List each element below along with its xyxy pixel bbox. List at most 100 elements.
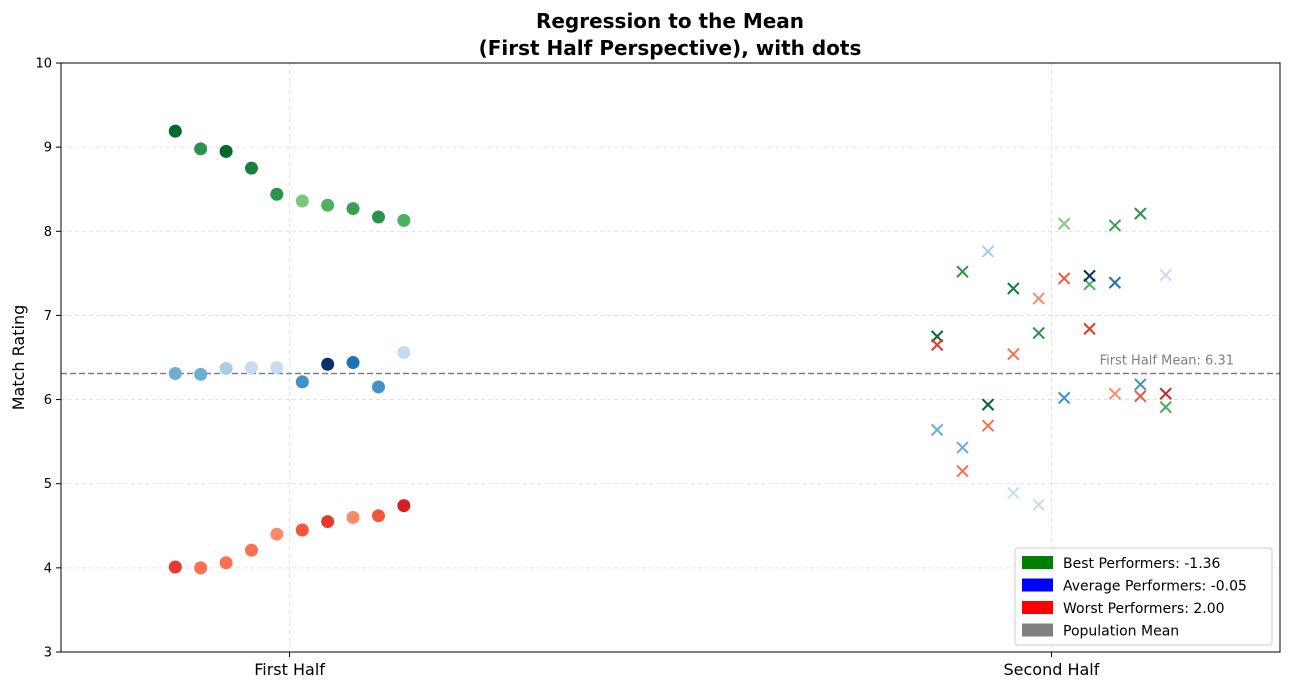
y-tick-label: 5	[44, 477, 52, 492]
legend-label: Population Mean	[1063, 624, 1179, 640]
best-first-half-dot	[346, 202, 360, 216]
best-first-half-dot	[168, 124, 182, 138]
average-second-half-x	[1159, 268, 1172, 282]
average-second-half-x	[1032, 498, 1045, 511]
x-marker-stroke	[1032, 498, 1045, 511]
worst-first-half-dot	[244, 543, 258, 557]
x-marker-stroke	[1032, 326, 1045, 340]
average-first-half-dot	[321, 357, 335, 371]
legend-label: Best Performers: -1.36	[1063, 556, 1221, 572]
y-tick-label: 3	[44, 646, 52, 661]
worst-first-half-dot	[194, 561, 208, 575]
x-marker-stroke	[1159, 400, 1172, 414]
worst-second-half-x	[1108, 387, 1122, 400]
average-second-half-x	[1083, 269, 1096, 283]
average-first-half-dot	[270, 361, 284, 375]
x-marker-stroke	[1134, 207, 1147, 220]
best-second-half-x	[1032, 326, 1045, 340]
best-second-half-x	[1159, 400, 1172, 414]
best-second-half-x	[1057, 217, 1071, 230]
best-first-half-dot	[371, 210, 385, 224]
average-first-half-dot	[295, 375, 309, 389]
legend-swatch	[1022, 601, 1053, 614]
x-marker-stroke	[1159, 268, 1172, 282]
worst-second-half-x	[956, 464, 969, 478]
best-second-half-x	[956, 265, 969, 278]
x-marker-stroke	[1108, 219, 1122, 232]
x-marker-stroke	[956, 441, 969, 454]
average-first-half-dot	[371, 380, 385, 394]
data-points	[168, 124, 1172, 575]
worst-first-half-dot	[168, 560, 182, 574]
worst-first-half-dot	[346, 510, 360, 524]
average-second-half-x	[930, 423, 944, 437]
legend-swatch	[1022, 623, 1053, 637]
average-second-half-x	[1057, 391, 1071, 405]
y-tick-label: 10	[35, 57, 52, 72]
x-tick-label: Second Half	[1003, 660, 1099, 679]
worst-first-half-dot	[270, 527, 284, 541]
x-axis-ticks: First Half Second Half	[254, 652, 1100, 679]
y-tick-label: 8	[44, 225, 52, 240]
best-first-half-dot	[244, 161, 258, 175]
x-marker-stroke	[1057, 272, 1071, 285]
worst-second-half-x	[1083, 322, 1096, 336]
x-marker-stroke	[956, 265, 969, 278]
average-first-half-dot	[194, 367, 208, 381]
average-first-half-dot	[397, 345, 411, 359]
x-marker-stroke	[1159, 387, 1172, 400]
worst-second-half-x	[1134, 389, 1147, 403]
best-second-half-x	[1007, 282, 1020, 295]
worst-second-half-x	[1007, 347, 1020, 361]
average-second-half-x	[1108, 276, 1122, 289]
chart-title-line-2: (First Half Perspective), with dots	[479, 36, 862, 60]
average-second-half-x	[1007, 486, 1020, 500]
y-axis-ticks: 3 4 5 6 7 8 9 10	[35, 57, 61, 661]
mean-annotation: First Half Mean: 6.31	[1100, 353, 1234, 368]
x-marker-stroke	[1108, 276, 1122, 289]
plot-frame	[60, 62, 1281, 653]
average-first-half-dot	[346, 356, 360, 370]
best-first-half-dot	[295, 194, 309, 208]
legend-swatch	[1022, 578, 1053, 592]
worst-first-half-dot	[295, 523, 309, 537]
best-first-half-dot	[321, 198, 335, 212]
x-marker-stroke	[1057, 217, 1071, 230]
x-marker-stroke	[1108, 387, 1122, 400]
worst-first-half-dot	[321, 515, 335, 529]
mean-line-group: First Half Mean: 6.31	[61, 353, 1280, 375]
y-tick-label: 6	[44, 393, 52, 408]
legend-label: Average Performers: -0.05	[1063, 579, 1247, 595]
y-tick-label: 4	[44, 561, 52, 576]
x-marker-stroke	[981, 245, 995, 258]
worst-first-half-dot	[397, 499, 411, 513]
best-second-half-x	[981, 398, 995, 411]
x-marker-stroke	[1057, 391, 1071, 405]
worst-first-half-dot	[219, 556, 233, 570]
legend-label: Worst Performers: 2.00	[1063, 601, 1225, 617]
best-second-half-x	[1108, 219, 1122, 232]
x-marker-stroke	[1032, 292, 1045, 305]
y-tick-label: 9	[44, 141, 52, 156]
x-marker-stroke	[1083, 322, 1096, 336]
best-first-half-dot	[270, 187, 284, 201]
worst-second-half-x	[1032, 292, 1045, 305]
worst-second-half-x	[1057, 272, 1071, 285]
x-marker-stroke	[1007, 486, 1020, 500]
legend-box	[1014, 547, 1273, 646]
x-marker-stroke	[1134, 389, 1147, 403]
worst-first-half-dot	[371, 509, 385, 523]
best-second-half-x	[1134, 207, 1147, 220]
worst-second-half-x	[930, 338, 944, 352]
x-tick-label: First Half	[254, 660, 325, 679]
worst-second-half-x	[1159, 387, 1172, 400]
average-second-half-x	[1134, 378, 1147, 391]
x-marker-stroke	[981, 398, 995, 411]
x-marker-stroke	[981, 419, 995, 432]
best-first-half-dot	[397, 213, 411, 227]
x-marker-stroke	[1134, 378, 1147, 391]
average-second-half-x	[956, 441, 969, 454]
average-first-half-dot	[168, 366, 182, 380]
average-first-half-dot	[219, 361, 233, 375]
